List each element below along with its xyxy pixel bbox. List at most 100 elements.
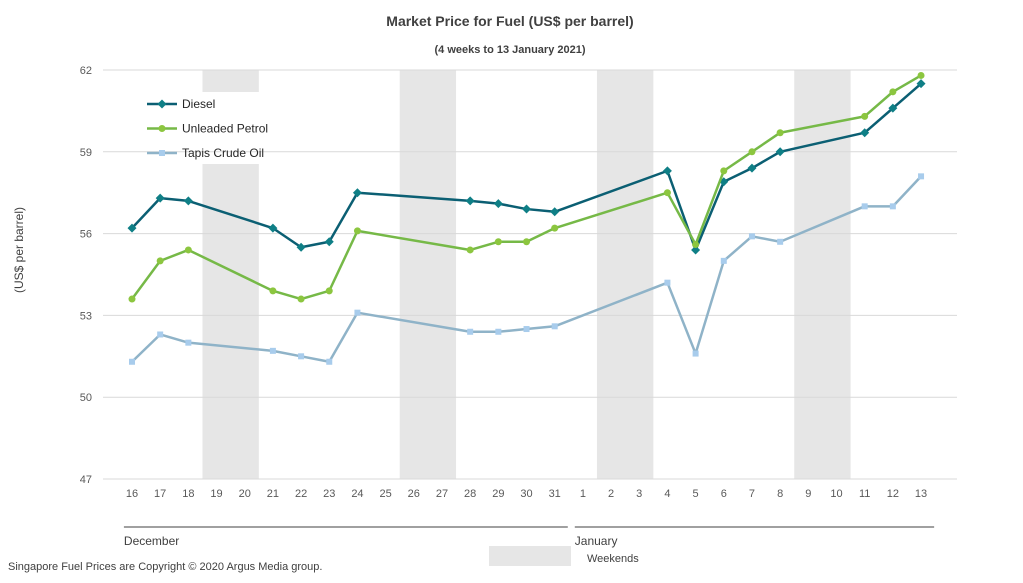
x-axis-ticks: 16 17 18 19 20 21 22 23 24 25 26 27 28 29 30 31 1 2 3 4 5 6 7 8… — [126, 488, 927, 500]
x-tick-label: 24 — [351, 488, 363, 500]
point-unleaded-petrol — [353, 227, 361, 235]
point-tapis-crude-oil — [129, 358, 135, 365]
point-diesel — [296, 242, 306, 252]
x-tick-label: 5 — [693, 488, 699, 500]
copyright-footnote: Singapore Fuel Prices are Copyright © 20… — [8, 561, 322, 573]
legend-label-unleaded-petrol: Unleaded Petrol — [182, 122, 268, 136]
x-tick-label: 16 — [126, 488, 138, 500]
point-tapis-crude-oil — [889, 203, 896, 210]
point-tapis-crude-oil — [861, 203, 868, 210]
point-unleaded-petrol — [748, 148, 756, 156]
point-diesel — [183, 196, 193, 206]
point-unleaded-petrol — [466, 246, 474, 254]
point-tapis-crude-oil — [495, 328, 502, 335]
point-unleaded-petrol — [297, 295, 305, 303]
weekend-band — [399, 70, 457, 479]
point-unleaded-petrol — [184, 246, 192, 254]
x-tick-label: 28 — [464, 488, 476, 500]
x-tick-label: 22 — [295, 488, 307, 500]
point-unleaded-petrol — [523, 238, 531, 246]
legend: Diesel Unleaded Petrol Tapis Crude Oil — [147, 97, 268, 160]
point-unleaded-petrol — [776, 129, 784, 137]
month-label: January — [575, 534, 618, 548]
point-diesel — [127, 223, 137, 233]
month-groups: December January — [123, 526, 935, 548]
point-unleaded-petrol — [551, 224, 559, 232]
x-tick-label: 9 — [805, 488, 811, 500]
x-tick-label: 1 — [580, 488, 586, 500]
point-unleaded-petrol — [917, 71, 925, 79]
point-tapis-crude-oil — [720, 257, 727, 264]
point-tapis-crude-oil — [157, 331, 164, 338]
weekends-legend-swatch — [489, 546, 571, 566]
point-diesel — [888, 103, 898, 113]
point-diesel — [465, 196, 475, 206]
point-diesel — [550, 207, 560, 217]
point-tapis-crude-oil — [326, 358, 333, 365]
y-tick-label: 50 — [80, 392, 92, 404]
point-diesel — [747, 163, 757, 173]
point-diesel — [522, 204, 532, 214]
x-tick-label: 7 — [749, 488, 755, 500]
x-tick-label: 11 — [859, 488, 870, 500]
point-unleaded-petrol — [663, 189, 671, 197]
y-tick-label: 53 — [80, 310, 92, 322]
weekend-band — [794, 70, 851, 479]
point-unleaded-petrol — [494, 238, 502, 246]
x-tick-label: 19 — [210, 488, 222, 500]
legend-marker-unleaded-petrol — [158, 125, 166, 132]
x-tick-label: 30 — [520, 488, 532, 500]
legend-label-diesel: Diesel — [182, 97, 215, 111]
y-axis-label: (US$ per barrel) — [12, 207, 26, 293]
point-diesel — [662, 166, 672, 176]
weekend-band — [596, 70, 654, 479]
x-tick-label: 8 — [777, 488, 783, 500]
point-tapis-crude-oil — [269, 347, 276, 354]
point-tapis-crude-oil — [523, 326, 530, 333]
series-unleaded-petrol — [128, 71, 925, 303]
point-diesel — [268, 223, 278, 233]
legend-marker-tapis-crude-oil — [159, 150, 165, 156]
series-tapis-crude-oil — [129, 173, 925, 365]
y-tick-label: 62 — [80, 65, 92, 77]
gridlines — [103, 69, 957, 480]
y-tick-label: 59 — [80, 147, 92, 159]
x-tick-label: 13 — [915, 488, 927, 500]
point-tapis-crude-oil — [748, 233, 755, 240]
legend-label-tapis-crude-oil: Tapis Crude Oil — [182, 146, 264, 160]
point-diesel — [916, 79, 926, 89]
x-tick-label: 4 — [664, 488, 670, 500]
point-tapis-crude-oil — [664, 279, 671, 286]
y-tick-label: 56 — [80, 229, 92, 241]
chart-subtitle: (4 weeks to 13 January 2021) — [434, 44, 585, 56]
point-tapis-crude-oil — [467, 328, 474, 335]
x-tick-label: 27 — [436, 488, 448, 500]
x-tick-label: 20 — [239, 488, 251, 500]
x-tick-label: 29 — [492, 488, 504, 500]
point-diesel — [860, 128, 870, 138]
x-tick-label: 6 — [721, 488, 727, 500]
point-diesel — [324, 237, 334, 247]
point-unleaded-petrol — [269, 287, 277, 295]
point-tapis-crude-oil — [777, 238, 784, 245]
point-diesel — [493, 199, 503, 209]
chart-title: Market Price for Fuel (US$ per barrel) — [386, 13, 633, 29]
point-unleaded-petrol — [128, 295, 136, 303]
point-diesel — [691, 245, 701, 255]
point-unleaded-petrol — [889, 88, 897, 96]
point-tapis-crude-oil — [551, 323, 558, 330]
point-diesel — [155, 193, 165, 203]
y-tick-label: 47 — [80, 474, 92, 486]
legend-marker-diesel — [157, 99, 167, 109]
month-label: December — [124, 534, 179, 548]
point-unleaded-petrol — [325, 287, 333, 295]
x-tick-label: 21 — [267, 488, 279, 500]
point-tapis-crude-oil — [918, 173, 925, 180]
point-diesel — [352, 188, 362, 198]
y-axis-ticks: 47 50 53 56 59 62 — [80, 65, 92, 486]
x-tick-label: 31 — [549, 488, 561, 500]
x-tick-label: 12 — [887, 488, 899, 500]
series-diesel — [127, 79, 926, 255]
x-tick-label: 18 — [182, 488, 194, 500]
